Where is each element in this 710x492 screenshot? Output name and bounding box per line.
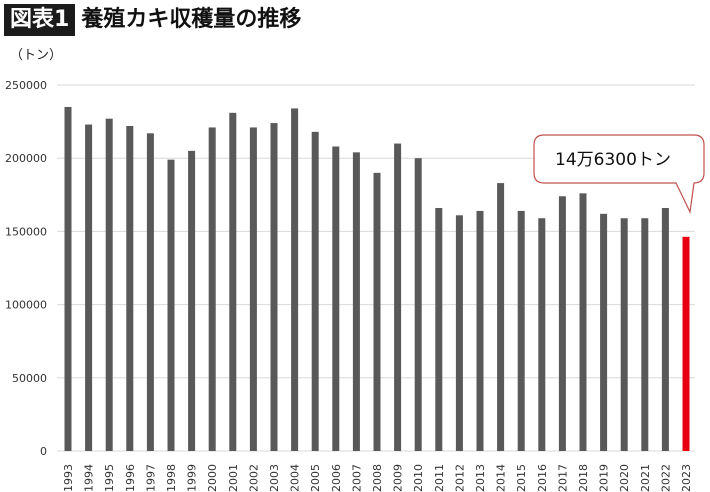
bar — [600, 213, 608, 451]
figure-badge: 図表1 — [4, 4, 76, 36]
bar — [85, 124, 93, 451]
x-tick-label: 1999 — [186, 464, 199, 492]
bar — [352, 152, 360, 451]
x-tick-label: 2016 — [536, 464, 549, 492]
bars — [64, 106, 690, 452]
bar — [126, 125, 134, 451]
x-tick-label: 2012 — [453, 464, 466, 492]
bar — [64, 106, 72, 452]
x-tick-label: 2009 — [392, 464, 405, 492]
callout-bubble — [533, 134, 705, 215]
bar — [332, 146, 340, 451]
y-axis-unit-label: （トン） — [10, 48, 63, 63]
bar — [249, 127, 257, 452]
x-tick-label: 2000 — [206, 464, 219, 492]
bar — [661, 207, 669, 451]
bar-highlight — [682, 236, 690, 451]
callout-text: 14万6300トン — [555, 150, 671, 170]
bar — [517, 210, 525, 451]
x-tick-label: 1997 — [144, 464, 157, 492]
x-tick-label: 2018 — [577, 464, 590, 492]
x-tick-label: 2017 — [556, 464, 569, 492]
x-tick-label: 2011 — [433, 464, 446, 492]
bar — [270, 123, 278, 452]
bar — [558, 196, 566, 451]
x-tick-label: 2010 — [412, 464, 425, 492]
bar — [579, 193, 587, 451]
y-tick-label: 0 — [40, 445, 47, 458]
bar — [373, 172, 381, 451]
x-tick-label: 1993 — [62, 464, 75, 492]
x-tick-label: 2003 — [268, 464, 281, 492]
x-tick-label: 2005 — [309, 464, 322, 492]
bar — [146, 133, 154, 451]
bar — [414, 158, 422, 451]
bar — [538, 218, 546, 451]
chart-title: 養殖カキ収穫量の推移 — [81, 7, 302, 32]
x-tick-label: 2004 — [289, 464, 302, 492]
x-tick-label: 1998 — [165, 464, 178, 492]
x-axis-ticks: 1993 1994 1995 1996 1997 1998 1999 2000 2001 2002… — [62, 464, 693, 492]
x-tick-label: 1994 — [83, 464, 96, 492]
x-tick-label: 2015 — [515, 464, 528, 492]
x-tick-label: 2002 — [247, 464, 260, 492]
bar — [497, 183, 505, 451]
x-tick-label: 2001 — [227, 464, 240, 492]
bar — [167, 159, 175, 451]
bar — [188, 150, 196, 451]
x-tick-label: 2013 — [474, 464, 487, 492]
annotation-callout: 14万6300トン — [533, 134, 705, 215]
bar — [476, 210, 484, 451]
x-tick-label: 2021 — [639, 464, 652, 492]
y-tick-label: 150000 — [5, 225, 47, 238]
bar — [435, 207, 443, 451]
x-tick-label: 2006 — [330, 464, 343, 492]
y-tick-label: 100000 — [5, 299, 47, 312]
x-tick-label: 2007 — [350, 464, 363, 492]
x-tick-label: 1995 — [103, 464, 116, 492]
bar — [394, 143, 402, 451]
x-tick-label: 2020 — [618, 464, 631, 492]
y-axis-ticks: 0 50000 100000 150000 200000 250000 — [5, 79, 47, 458]
x-tick-label: 2022 — [659, 464, 672, 492]
x-tick-label: 2023 — [680, 464, 693, 492]
bar — [641, 218, 649, 451]
bar — [291, 108, 299, 451]
x-tick-label: 2019 — [598, 464, 611, 492]
bar — [208, 127, 216, 452]
bar — [620, 218, 628, 451]
bar — [105, 118, 113, 451]
x-tick-label: 1996 — [124, 464, 137, 492]
y-tick-label: 200000 — [5, 152, 47, 165]
y-tick-label: 250000 — [5, 79, 47, 92]
x-tick-label: 2014 — [495, 464, 508, 492]
x-tick-label: 2008 — [371, 464, 384, 492]
bar — [455, 215, 463, 451]
chart-header: 図表1 養殖カキ収穫量の推移 — [4, 4, 301, 36]
bar — [229, 112, 237, 451]
y-tick-label: 50000 — [12, 372, 47, 385]
bar — [311, 131, 319, 451]
